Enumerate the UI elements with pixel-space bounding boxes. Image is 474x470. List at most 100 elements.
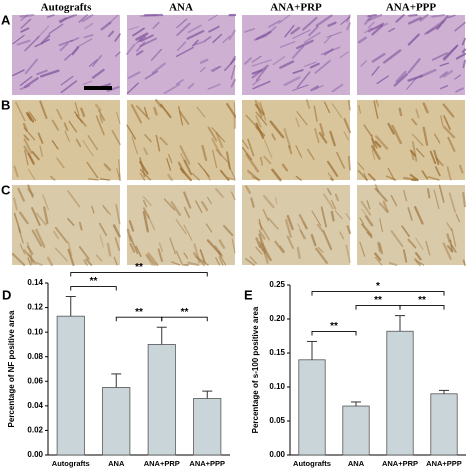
micrograph-texture: [275, 196, 278, 205]
error-bar: [307, 340, 317, 360]
micrograph-texture: [461, 37, 466, 46]
micrograph-texture: [179, 167, 192, 182]
micrograph-texture: [154, 98, 163, 108]
micrograph-texture: [139, 160, 149, 175]
micrograph-texture: [54, 226, 68, 244]
micrograph-texture: [255, 67, 267, 81]
micrograph-texture: [31, 150, 40, 161]
micrograph-texture: [311, 210, 322, 226]
micrograph-texture: [255, 246, 263, 255]
significance-label: **: [135, 307, 143, 318]
micrograph-texture: [155, 134, 161, 152]
micrograph-texture: [442, 103, 455, 118]
micrograph-texture: [414, 206, 424, 225]
micrograph-texture: [387, 167, 396, 181]
micrograph-texture: [334, 210, 343, 220]
micrograph-texture: [322, 230, 333, 251]
micrograph-texture: [129, 235, 139, 255]
micrograph-texture: [215, 148, 230, 165]
micrograph-texture: [23, 145, 36, 166]
y-tick-label: 0.04: [27, 401, 43, 410]
micrograph-texture: [245, 153, 260, 173]
micrograph-texture: [143, 106, 148, 117]
micrograph-texture: [13, 197, 18, 211]
micrograph-texture: [292, 29, 311, 39]
micrograph-texture: [256, 30, 272, 40]
micrograph-texture: [166, 158, 172, 171]
micrograph-texture: [290, 26, 301, 35]
micrograph-texture: [345, 213, 351, 221]
micrograph-texture: [12, 34, 25, 45]
x-tick-label: Autografts: [293, 459, 331, 468]
micrograph-texture: [423, 24, 441, 36]
micrograph-texture: [183, 159, 193, 176]
micrograph-texture: [448, 192, 456, 213]
y-tick-label: 0.12: [27, 303, 43, 312]
micrograph-texture: [409, 173, 419, 181]
micrograph-texture: [407, 74, 423, 82]
micrograph-texture: [76, 38, 93, 48]
micrograph-texture: [284, 218, 293, 238]
micrograph-texture: [101, 204, 109, 214]
significance-label: **: [330, 321, 338, 332]
significance-label: **: [135, 262, 143, 273]
micrograph-texture: [390, 194, 398, 207]
micrograph-texture: [421, 170, 429, 180]
micrograph-texture: [195, 256, 209, 266]
y-tick-label: 0.14: [27, 278, 43, 287]
micrograph-texture: [374, 140, 382, 148]
micrograph-texture: [177, 105, 184, 126]
micrograph-texture: [357, 162, 365, 171]
micrograph-texture: [207, 126, 218, 142]
micrograph-texture: [58, 14, 78, 23]
micrograph-texture: [227, 176, 236, 181]
micrograph-texture: [315, 14, 333, 27]
micrograph-texture: [126, 228, 132, 242]
micrograph-texture: [22, 122, 28, 132]
micrograph-texture: [27, 184, 34, 198]
micrograph-texture: [433, 189, 440, 210]
micrograph-texture: [139, 168, 152, 181]
micrograph-texture: [314, 128, 320, 144]
micrograph-texture: [146, 254, 156, 266]
micrograph-texture: [371, 24, 384, 36]
micrograph-texture: [150, 48, 163, 61]
micrograph-texture: [425, 240, 431, 256]
micrograph-texture: [99, 178, 111, 181]
micrograph-texture: [36, 69, 48, 76]
micrograph-texture: [28, 111, 37, 122]
micrograph-texture: [23, 138, 33, 154]
micrograph-texture: [193, 243, 201, 264]
micrograph-texture: [258, 218, 263, 230]
column-header: ANA+PPP: [386, 2, 437, 14]
micrograph-texture: [108, 14, 119, 25]
micrograph-texture: [378, 242, 384, 255]
micrograph-texture: [340, 16, 351, 25]
micrograph-texture: [114, 33, 121, 42]
micrograph-texture: [140, 14, 158, 18]
micrograph-texture: [447, 136, 456, 152]
micrograph-texture: [298, 214, 308, 230]
micrograph-texture: [144, 134, 152, 143]
micrograph-texture: [75, 114, 87, 127]
micrograph-texture: [23, 249, 35, 262]
micrograph-texture: [91, 205, 95, 214]
micrograph-texture: [366, 200, 371, 210]
micrograph-texture: [183, 191, 192, 209]
micrograph-texture: [414, 258, 421, 267]
micrograph-texture: [303, 61, 317, 67]
bar: [102, 387, 131, 456]
micrograph-texture: [387, 122, 395, 135]
micrograph: [242, 185, 352, 266]
micrograph-texture: [23, 77, 39, 89]
micrograph-texture: [35, 212, 47, 226]
micrograph-texture: [17, 187, 25, 202]
micrograph-texture: [36, 25, 50, 40]
micrograph-texture: [226, 102, 237, 118]
micrograph-texture: [419, 68, 437, 78]
micrograph-texture: [462, 259, 466, 266]
micrograph-texture: [388, 262, 398, 266]
micrograph-texture: [296, 246, 301, 260]
y-tick-label: 0.20: [269, 314, 285, 323]
micrograph-texture: [313, 105, 318, 122]
